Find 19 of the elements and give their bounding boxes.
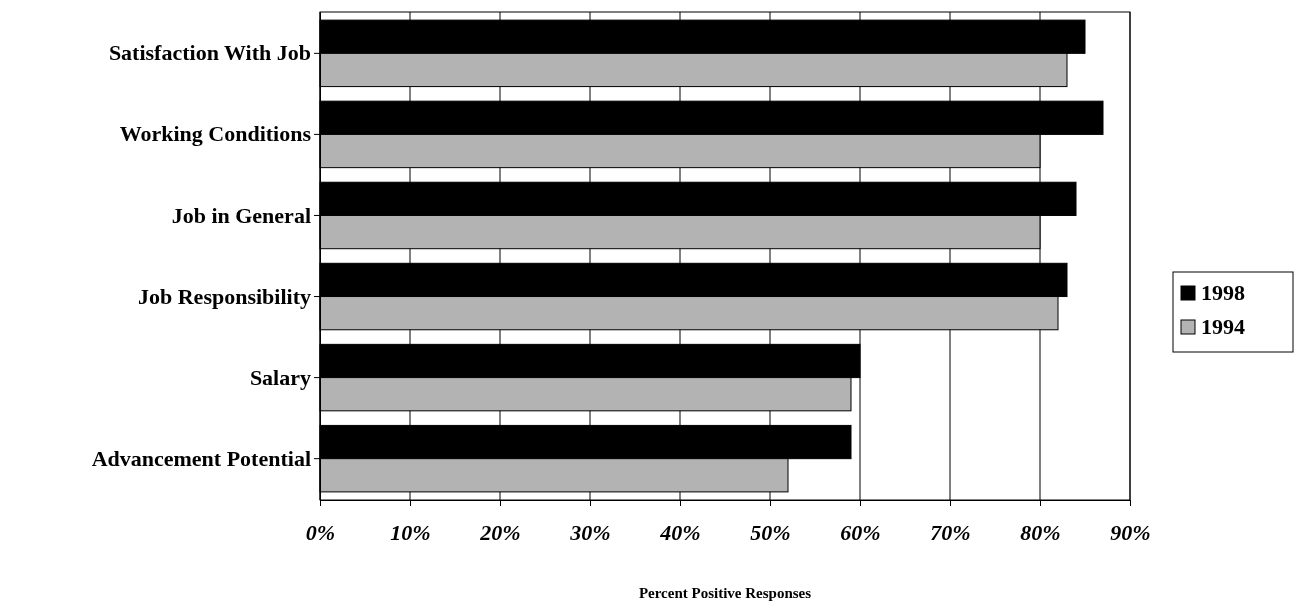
- y-tick-label: Working Conditions: [119, 121, 312, 147]
- y-tick-label: Job Responsibility: [138, 283, 311, 309]
- legend-label: 1994: [1201, 314, 1245, 339]
- y-tick-label: Advancement Potential: [91, 445, 311, 471]
- y-tick-label: Satisfaction With Job: [108, 40, 311, 66]
- x-tick-label: 10%: [390, 519, 431, 545]
- x-tick-label: 50%: [750, 519, 791, 545]
- x-tick-label: 60%: [840, 519, 881, 545]
- x-tick-label: 30%: [569, 519, 611, 545]
- x-tick-label: 20%: [479, 519, 521, 545]
- x-tick-label: 40%: [659, 519, 701, 545]
- x-tick-label: 0%: [305, 519, 336, 545]
- x-tick-label: 70%: [930, 519, 971, 545]
- y-tick-label: Job in General: [171, 202, 311, 228]
- x-tick-label: 80%: [1020, 519, 1061, 545]
- x-tick-label: 90%: [1110, 519, 1151, 545]
- legend-label: 1998: [1201, 280, 1245, 305]
- y-tick-label: Salary: [249, 364, 311, 390]
- x-axis-title: Percent Positive Responses: [638, 585, 812, 601]
